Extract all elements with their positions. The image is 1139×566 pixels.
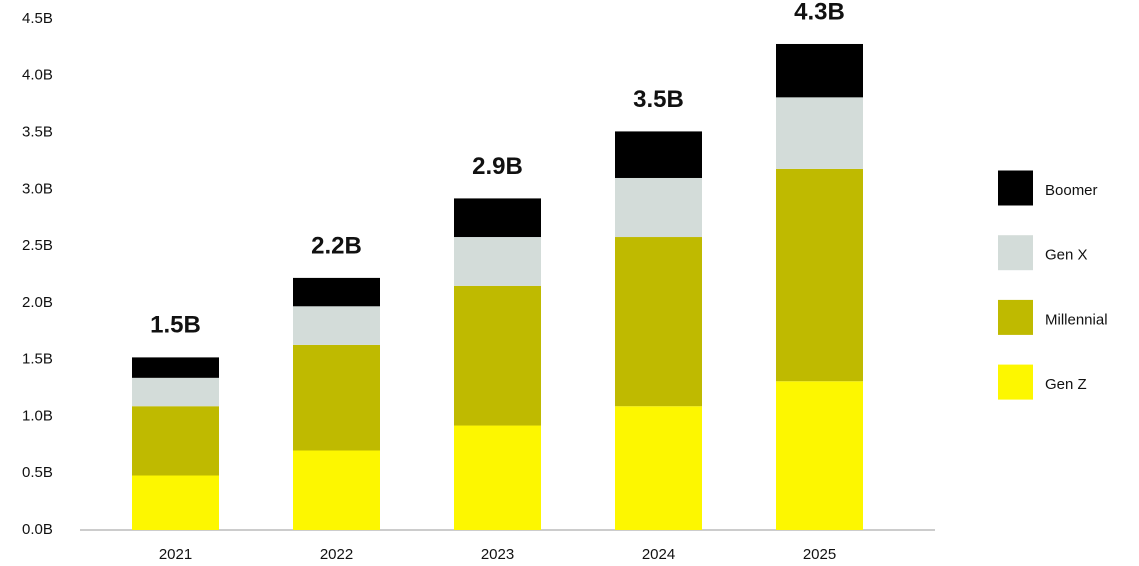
bar-segment bbox=[776, 381, 863, 530]
y-tick-label: 4.5B bbox=[22, 10, 53, 27]
bar-segment bbox=[454, 285, 541, 426]
legend-label: Boomer bbox=[1045, 182, 1098, 199]
bar-segment bbox=[615, 131, 702, 178]
bar-segment bbox=[776, 97, 863, 169]
y-tick-label: 0.5B bbox=[22, 464, 53, 481]
bar-segment bbox=[132, 475, 219, 530]
bar-segment bbox=[293, 450, 380, 530]
bar-segment bbox=[454, 425, 541, 530]
bar-segment bbox=[132, 406, 219, 476]
legend-swatch bbox=[998, 364, 1033, 400]
x-tick-label: 2022 bbox=[320, 546, 353, 563]
bar-segment bbox=[293, 344, 380, 451]
total-label: 4.3B bbox=[794, 0, 845, 25]
legend-swatch bbox=[998, 170, 1033, 206]
x-tick-label: 2024 bbox=[642, 546, 675, 563]
legend-swatch bbox=[998, 299, 1033, 335]
total-label: 3.5B bbox=[633, 86, 684, 113]
bar-segment bbox=[454, 237, 541, 286]
bar-segment bbox=[454, 198, 541, 238]
legend-label: Gen Z bbox=[1045, 376, 1087, 393]
total-label: 2.9B bbox=[472, 153, 523, 180]
x-tick-label: 2023 bbox=[481, 546, 514, 563]
bar-segment bbox=[615, 237, 702, 407]
bar-segment bbox=[615, 177, 702, 238]
legend-label: Gen X bbox=[1045, 247, 1088, 264]
bar-segment bbox=[776, 43, 863, 98]
y-tick-label: 4.0B bbox=[22, 67, 53, 84]
legend-swatch bbox=[998, 235, 1033, 271]
x-tick-label: 2025 bbox=[803, 546, 836, 563]
bar-segment bbox=[293, 277, 380, 307]
bar-segment bbox=[615, 406, 702, 530]
total-label: 2.2B bbox=[311, 232, 362, 259]
y-tick-label: 3.5B bbox=[22, 124, 53, 141]
bar-segment bbox=[293, 306, 380, 345]
y-tick-label: 2.0B bbox=[22, 294, 53, 311]
legend-label: Millennial bbox=[1045, 311, 1108, 328]
y-tick-label: 0.0B bbox=[22, 521, 53, 538]
bar-segment bbox=[776, 168, 863, 382]
y-tick-label: 1.5B bbox=[22, 351, 53, 368]
bar-segment bbox=[132, 357, 219, 378]
y-tick-label: 2.5B bbox=[22, 237, 53, 254]
x-tick-label: 2021 bbox=[159, 546, 192, 563]
total-label: 1.5B bbox=[150, 312, 201, 339]
bar-segment bbox=[132, 377, 219, 407]
y-tick-label: 3.0B bbox=[22, 180, 53, 197]
y-tick-label: 1.0B bbox=[22, 407, 53, 424]
